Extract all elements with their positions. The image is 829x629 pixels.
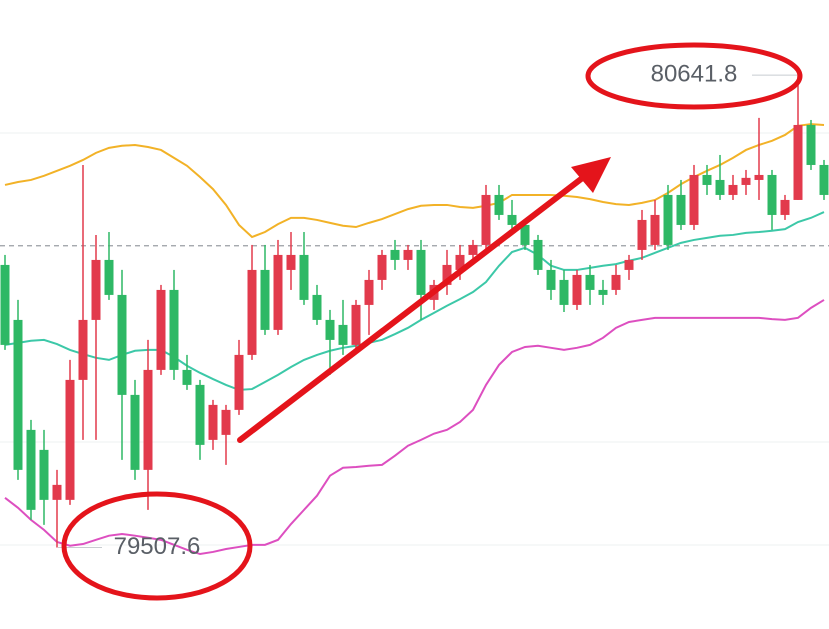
candle-body <box>91 259 101 320</box>
candle-body <box>234 354 244 410</box>
candle-body <box>377 254 387 280</box>
candle-body <box>65 379 75 500</box>
candle-body <box>0 264 10 345</box>
band-line <box>4 123 825 239</box>
candle-body <box>598 289 608 295</box>
candle-body <box>247 269 257 355</box>
candle-body <box>533 239 543 270</box>
candle-body <box>260 269 270 330</box>
candle-body <box>715 179 725 195</box>
candle-body <box>143 369 153 470</box>
candle-body <box>78 319 88 380</box>
candle-body <box>624 259 634 270</box>
candle-body <box>104 259 114 295</box>
max-price-label: 80641.8 <box>651 60 738 87</box>
candle-body <box>559 279 569 305</box>
candle-body <box>780 199 790 215</box>
candle-body <box>546 269 556 290</box>
candle-body <box>793 124 803 200</box>
candle-body <box>637 219 647 250</box>
candle-body <box>299 254 309 300</box>
trend-arrow-head <box>571 157 611 193</box>
candle-body <box>416 249 426 295</box>
candle-body <box>117 294 127 395</box>
candle-body <box>585 274 595 290</box>
candle-body <box>455 254 465 270</box>
candle-body <box>806 124 816 165</box>
candle-body <box>208 404 218 440</box>
candle-body <box>195 384 205 445</box>
candle-body <box>364 279 374 305</box>
band-line <box>4 299 825 556</box>
plot <box>0 75 829 556</box>
candle-body <box>572 274 582 305</box>
highlight-ellipse <box>61 491 253 601</box>
candle-body <box>338 324 348 345</box>
band-line <box>4 211 825 391</box>
candle-body <box>520 224 530 245</box>
candle-body <box>728 184 738 195</box>
trend-arrow <box>237 173 588 443</box>
candle-body <box>663 194 673 245</box>
candle-body <box>52 484 62 500</box>
candle-body <box>130 394 140 470</box>
candle-body <box>286 254 296 270</box>
candle-body <box>182 369 192 385</box>
candle-body <box>481 194 491 245</box>
candle-body <box>312 294 322 320</box>
candle-body <box>221 409 231 435</box>
candle-body <box>676 194 686 225</box>
candle-body <box>442 264 452 285</box>
candle-body <box>156 289 166 370</box>
candle-body <box>650 214 660 245</box>
candle-body <box>169 289 179 370</box>
candle-body <box>13 319 23 470</box>
candle-body <box>754 174 764 180</box>
candle-body <box>819 164 829 195</box>
candle-body <box>403 249 413 260</box>
candle-body <box>767 174 777 215</box>
candle-body <box>741 177 751 185</box>
candle-body <box>611 274 621 290</box>
candle-body <box>507 214 517 225</box>
min-price-label: 79507.6 <box>114 533 201 560</box>
candle-body <box>494 194 504 215</box>
candle-body <box>26 429 36 510</box>
candle-body <box>351 304 361 345</box>
highlight-ellipse <box>585 42 803 110</box>
candle-body <box>702 174 712 185</box>
candle-body <box>39 449 49 500</box>
candle-body <box>325 319 335 340</box>
candle-body <box>689 174 699 225</box>
candle-body <box>273 254 283 330</box>
candle-body <box>390 249 400 260</box>
candle-body <box>468 244 478 255</box>
